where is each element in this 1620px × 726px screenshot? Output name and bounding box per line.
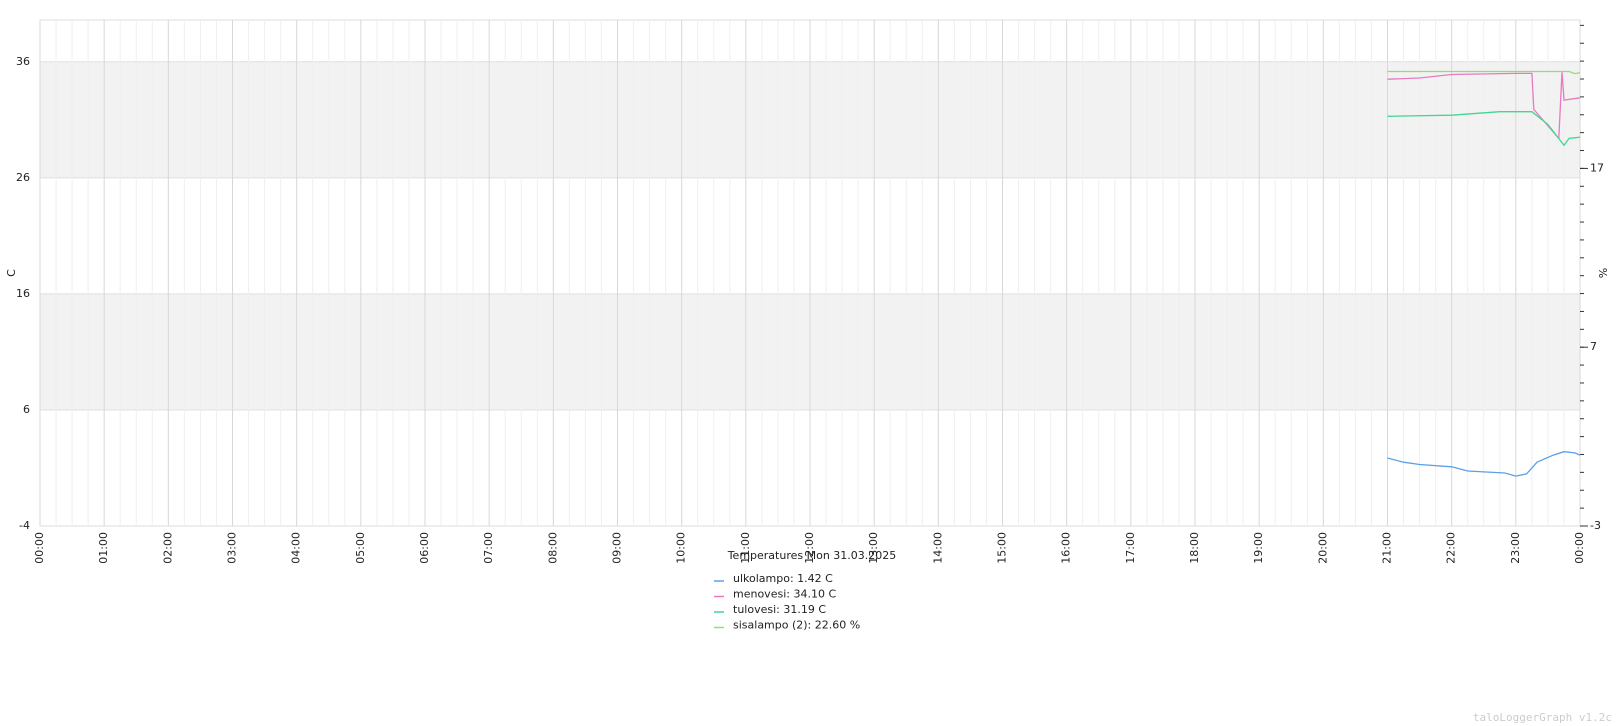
x-tick-label: 20:00 bbox=[1316, 532, 1329, 564]
x-tick-label: 07:00 bbox=[482, 532, 495, 564]
y-tick-label: 6 bbox=[23, 403, 30, 416]
x-tick-label: 06:00 bbox=[418, 532, 431, 564]
y2-axis-label: % bbox=[1596, 268, 1609, 278]
series-line bbox=[1387, 451, 1581, 477]
series-line bbox=[1387, 70, 1581, 75]
x-tick-label: 00:00 bbox=[33, 532, 46, 564]
x-tick-label: 13:00 bbox=[867, 532, 880, 564]
y-axis-label: C bbox=[5, 269, 18, 277]
y2-tick-label: 7 bbox=[1590, 340, 1597, 353]
x-tick-label: 11:00 bbox=[739, 532, 752, 564]
x-tick-label: 19:00 bbox=[1252, 532, 1265, 564]
x-tick-label: 03:00 bbox=[226, 532, 239, 564]
chart-title: Temperatures Mon 31.03.2025 bbox=[727, 549, 897, 562]
grid bbox=[39, 19, 1581, 527]
y-tick-label: -4 bbox=[19, 519, 30, 532]
x-tick-label: 17:00 bbox=[1124, 532, 1137, 564]
y-tick-label: 36 bbox=[16, 55, 30, 68]
footer: taloLoggerGraph v1.2c bbox=[1473, 711, 1612, 724]
x-tick-label: 12:00 bbox=[803, 532, 816, 564]
series-line bbox=[1387, 72, 1581, 141]
x-tick-label: 10:00 bbox=[675, 532, 688, 564]
series-line bbox=[1387, 111, 1581, 147]
x-tick-label: 08:00 bbox=[546, 532, 559, 564]
legend-label: ulkolampo: 1.42 C bbox=[733, 572, 833, 585]
x-tick-label: 01:00 bbox=[97, 532, 110, 564]
x-tick-label: 04:00 bbox=[290, 532, 303, 564]
legend-label: menovesi: 34.10 C bbox=[733, 588, 836, 601]
x-tick-label: 00:00 bbox=[1573, 532, 1586, 564]
x-tick-label: 21:00 bbox=[1381, 532, 1394, 564]
x-tick-label: 05:00 bbox=[354, 532, 367, 564]
x-tick-label: 18:00 bbox=[1188, 532, 1201, 564]
y-tick-label: 16 bbox=[16, 287, 30, 300]
x-tick-label: 14:00 bbox=[931, 532, 944, 564]
y2-tick-label: -3 bbox=[1590, 519, 1601, 532]
x-tick-label: 09:00 bbox=[611, 532, 624, 564]
legend-label: tulovesi: 31.19 C bbox=[733, 603, 826, 616]
x-tick-label: 23:00 bbox=[1509, 532, 1522, 564]
legend-label: sisalampo (2): 22.60 % bbox=[733, 619, 860, 632]
x-tick-label: 22:00 bbox=[1445, 532, 1458, 564]
y2-tick-label: 17 bbox=[1590, 161, 1604, 174]
y-tick-label: 26 bbox=[16, 171, 30, 184]
x-tick-label: 16:00 bbox=[1060, 532, 1073, 564]
x-tick-label: 15:00 bbox=[996, 532, 1009, 564]
x-tick-label: 02:00 bbox=[161, 532, 174, 564]
